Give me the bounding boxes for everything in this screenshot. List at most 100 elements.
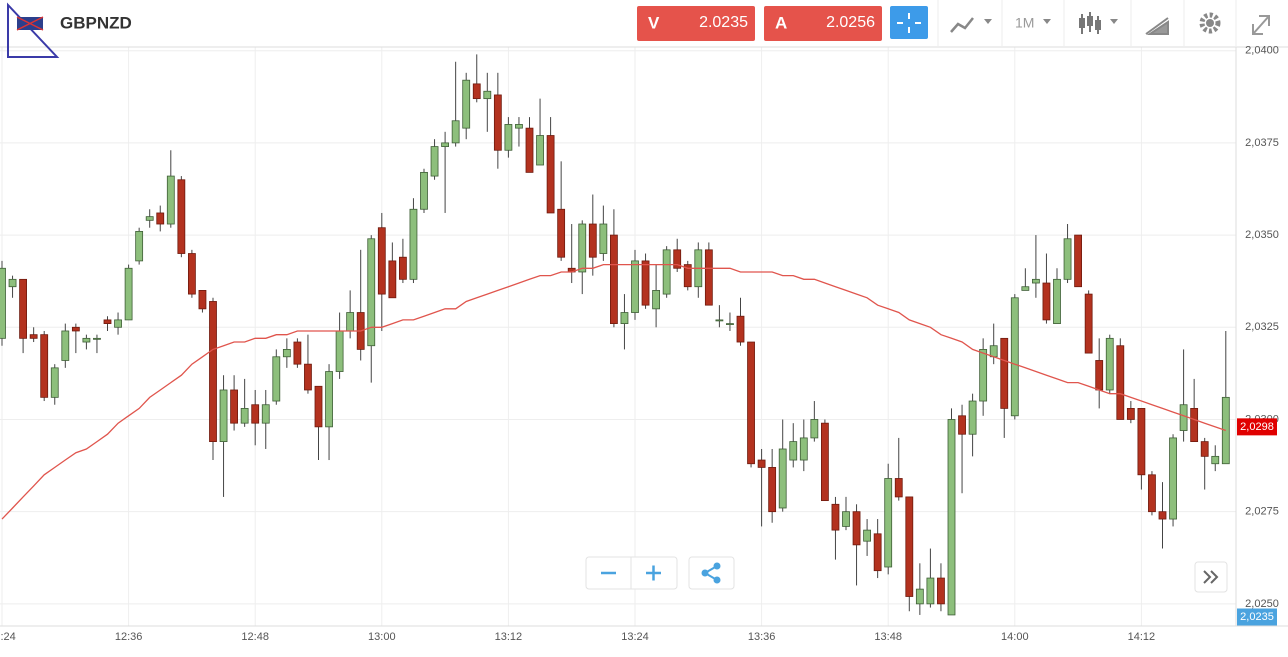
candle-body: [958, 415, 966, 435]
candle-body: [905, 496, 914, 597]
share-dot: [701, 569, 709, 577]
header: GBPNZD V 2.0235 A 2.0256 1M: [0, 0, 1288, 58]
scroll-end-icon: [1203, 570, 1219, 584]
candle-body: [778, 448, 787, 509]
symbol[interactable]: GBPNZD: [60, 13, 132, 32]
candle-body: [82, 337, 91, 343]
dropdown-caret: [1110, 19, 1118, 24]
buy-label: A: [775, 13, 787, 32]
candle-body: [599, 223, 608, 254]
flag-cross: [16, 16, 44, 31]
candle-body: [462, 79, 471, 129]
price-value-label: 2,0235: [1240, 611, 1274, 623]
candle-body: [430, 146, 439, 177]
candle-body: [546, 135, 555, 214]
candle-body: [493, 94, 502, 151]
candles-icon-body: [1087, 16, 1093, 26]
candle-body: [768, 467, 777, 513]
x-tick-label: 12:48: [241, 631, 269, 643]
y-tick-label: 2,0375: [1245, 137, 1279, 149]
x-tick-label: 13:00: [368, 631, 396, 643]
candle-body: [937, 577, 945, 605]
share-dot: [713, 576, 721, 584]
fullscreen-icon[interactable]: [1252, 15, 1270, 35]
candle-body: [610, 234, 618, 324]
candle-body: [1200, 441, 1209, 457]
sell-button[interactable]: [637, 6, 755, 41]
overlay-value-label: 2,0298: [1240, 421, 1274, 433]
candle-body: [1000, 337, 1009, 409]
chart-type-icon[interactable]: [950, 17, 974, 33]
buy-price: 2.0256: [826, 14, 875, 31]
candle-body: [1010, 297, 1019, 417]
candle-body: [588, 223, 597, 258]
candle-body: [1179, 404, 1188, 431]
candle-body: [420, 171, 428, 210]
candle-body: [620, 312, 629, 324]
candle-body: [757, 459, 766, 468]
candle-body: [472, 83, 481, 100]
price-value-label-bg: [1237, 608, 1277, 626]
candle-body: [325, 371, 333, 428]
candle-body: [641, 260, 650, 306]
candle-body: [388, 260, 397, 299]
candle-body: [1053, 278, 1061, 324]
candle-body: [515, 124, 523, 129]
crosshair-button[interactable]: [890, 6, 928, 39]
candle-body: [915, 588, 924, 605]
candle-body: [736, 315, 745, 343]
candle-body: [673, 249, 682, 269]
candle-body: [409, 208, 418, 280]
candle-body: [293, 341, 302, 365]
candle-body: [1190, 408, 1199, 443]
dropdown-caret: [984, 19, 992, 24]
candle-body: [377, 227, 386, 295]
candle-body: [1042, 282, 1051, 321]
moving-average: [1, 263, 1227, 520]
candle-body: [61, 330, 70, 361]
candle-body: [1032, 278, 1040, 284]
candle-body: [1148, 474, 1156, 513]
candle-body: [1021, 286, 1030, 291]
x-tick-label: 14:12: [1128, 631, 1156, 643]
x-tick-label: 12:36: [115, 631, 143, 643]
candle-body: [483, 90, 492, 100]
candle-body: [747, 341, 755, 465]
timeframe[interactable]: 1M: [1015, 15, 1034, 31]
candle-body: [346, 312, 355, 332]
zoom-in[interactable]: [646, 565, 661, 581]
candle-body: [114, 319, 122, 328]
candle-body: [683, 264, 692, 288]
candle-body: [662, 249, 671, 295]
candle-body: [124, 267, 133, 321]
draw-icon[interactable]: [1145, 17, 1169, 35]
dropdown-caret: [1043, 19, 1051, 24]
candle-body: [8, 278, 17, 288]
candle-body: [166, 175, 175, 225]
candle-body: [103, 319, 112, 324]
y-tick-label: 2,0350: [1245, 229, 1279, 241]
candle-body: [282, 349, 291, 358]
candle-body: [1105, 337, 1114, 391]
candle-body: [135, 230, 144, 262]
corner-marker: [7, 2, 60, 58]
candle-body: [29, 334, 38, 339]
candle-body: [810, 419, 819, 439]
candle-body: [209, 301, 217, 443]
candles-icon-body: [1095, 20, 1101, 30]
y-tick-label: 2,0325: [1245, 321, 1279, 333]
candle-body: [314, 385, 323, 428]
candle-body: [704, 249, 713, 306]
candle-body: [187, 253, 196, 295]
x-tick-label: 14:00: [1001, 631, 1029, 643]
settings-icon[interactable]: [1199, 12, 1221, 34]
candle-body: [198, 290, 207, 310]
candle-body: [926, 577, 935, 605]
buy-button[interactable]: [764, 6, 882, 41]
share-box[interactable]: [688, 556, 735, 590]
candle-body: [557, 208, 566, 258]
candle-body: [989, 345, 998, 358]
candle-body: [873, 533, 882, 572]
candle-body: [230, 389, 239, 424]
